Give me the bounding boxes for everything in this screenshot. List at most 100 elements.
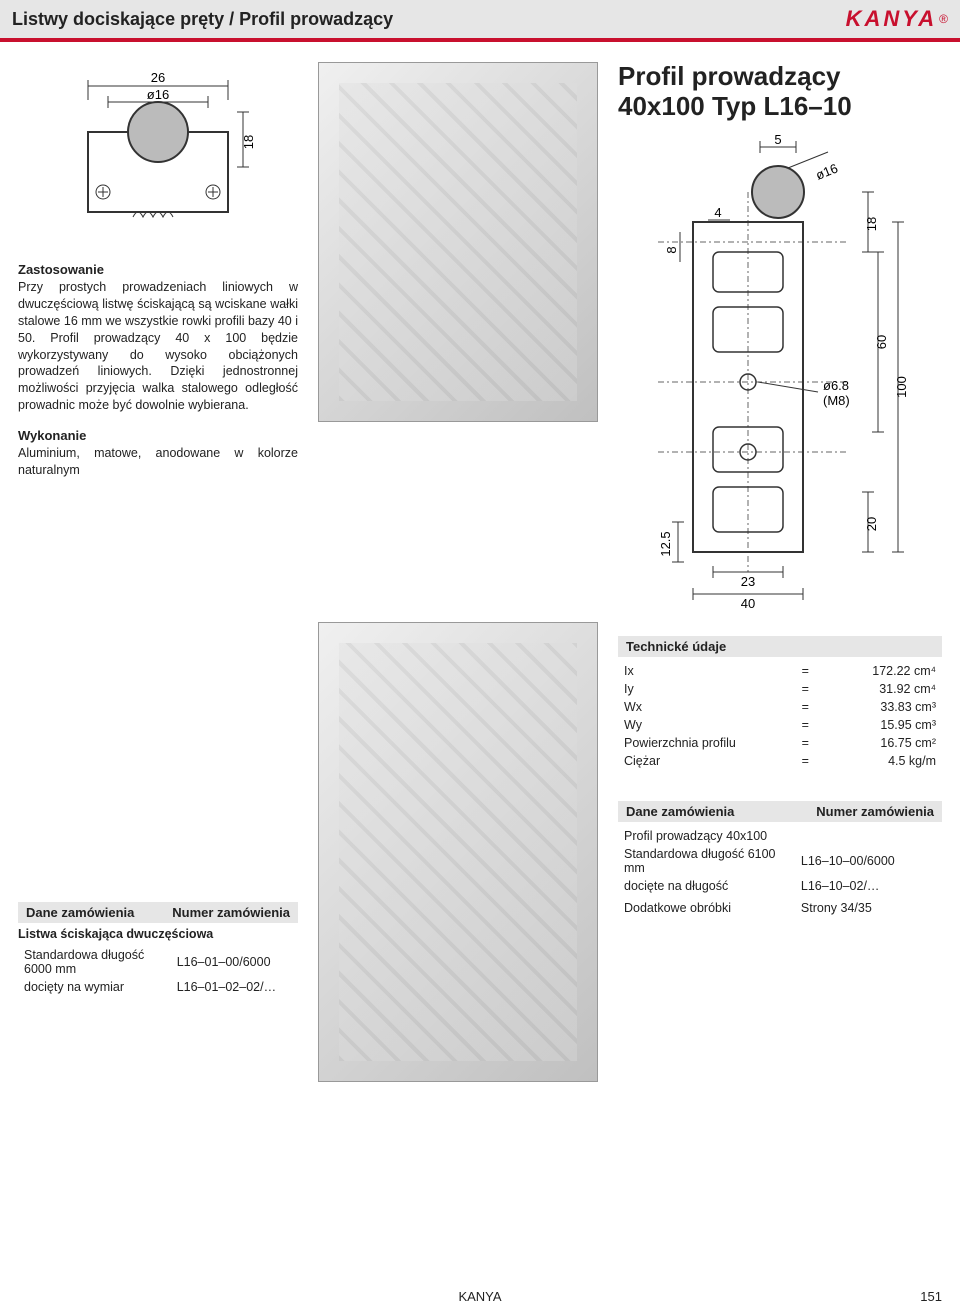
tech-section: Technické údaje Ix=172.22 cm⁴ Iy=31.92 c… — [618, 636, 942, 771]
footer: KANYA — [0, 1289, 960, 1304]
cell: 16.75 cm² — [817, 735, 940, 751]
dim-18-small: 18 — [241, 135, 256, 149]
tech-head-label: Technické údaje — [626, 639, 726, 654]
cell: 172.22 cm⁴ — [817, 663, 940, 679]
dim-phi16-large: ø16 — [814, 160, 840, 182]
cell: Ix — [620, 663, 794, 679]
dim-40: 40 — [741, 596, 755, 611]
wykonanie-text: Aluminium, matowe, anodowane w kolorze n… — [18, 445, 298, 479]
table-row: Iy=31.92 cm⁴ — [620, 681, 940, 697]
dim-4: 4 — [714, 205, 721, 220]
cell: Profil prowadzący 40x100 — [620, 828, 795, 844]
cell: = — [796, 735, 815, 751]
cell: Powierzchnia profilu — [620, 735, 794, 751]
product-title-line2: 40x100 Typ L16–10 — [618, 91, 852, 121]
dim-60: 60 — [874, 335, 889, 349]
cell — [797, 896, 940, 898]
wykonanie-heading: Wykonanie — [18, 428, 298, 443]
product-photo-top — [318, 62, 598, 422]
right-lower: Technické údaje Ix=172.22 cm⁴ Iy=31.92 c… — [618, 622, 942, 918]
table-row: Standardowa długość 6100 mmL16–10–00/600… — [620, 846, 940, 876]
table-row: Dodatkowe obróbkiStrony 34/35 — [620, 900, 940, 916]
page-title: Listwy dociskające pręty / Profil prowad… — [12, 9, 393, 30]
zastosowanie-text: Przy prostych prowadzeniach liniowych w … — [18, 279, 298, 414]
cell — [797, 828, 940, 844]
tech-head: Technické údaje — [618, 636, 942, 657]
dim-m8: (M8) — [823, 393, 850, 408]
order-left-sub: Listwa ściskająca dwuczęściowa — [18, 927, 298, 941]
bottom-row: Dane zamówienia Numer zamówienia Listwa … — [18, 622, 942, 1094]
cell: Wy — [620, 717, 794, 733]
cell: L16–01–02–02/… — [173, 979, 296, 995]
page-number: 151 — [920, 1289, 942, 1304]
cell: = — [796, 699, 815, 715]
dim-100: 100 — [894, 376, 909, 398]
order-right-head-r: Numer zamówienia — [816, 804, 934, 819]
dim-26: 26 — [151, 72, 165, 85]
table-row: Wx=33.83 cm³ — [620, 699, 940, 715]
cell: Standardowa długość 6000 mm — [20, 947, 171, 977]
table-row: Ciężar=4.5 kg/m — [620, 753, 940, 769]
cell: docięty na wymiar — [20, 979, 171, 995]
cell — [620, 896, 795, 898]
col-left: 26 ø16 — [18, 62, 298, 602]
cell: Ciężar — [620, 753, 794, 769]
dim-23: 23 — [741, 574, 755, 589]
description-block: Zastosowanie Przy prostych prowadzeniach… — [18, 262, 298, 479]
cell: Iy — [620, 681, 794, 697]
order-left-head: Dane zamówienia Numer zamówienia — [18, 902, 298, 923]
brand-name: KANYA — [846, 6, 938, 32]
brand-logo: KANYA ® — [846, 6, 948, 32]
cell: 4.5 kg/m — [817, 753, 940, 769]
table-row: docięty na wymiarL16–01–02–02/… — [20, 979, 296, 995]
cell: L16–10–00/6000 — [797, 846, 940, 876]
dim-phi68: ø6.8 — [823, 378, 849, 393]
content: 26 ø16 — [0, 42, 960, 1094]
table-row: Standardowa długość 6000 mmL16–01–00/600… — [20, 947, 296, 977]
mid-lower — [318, 622, 598, 1094]
cell: Strony 34/35 — [797, 900, 940, 916]
tech-table: Ix=172.22 cm⁴ Iy=31.92 cm⁴ Wx=33.83 cm³ … — [618, 661, 942, 771]
cell: docięte na długość — [620, 878, 795, 894]
cell: 15.95 cm³ — [817, 717, 940, 733]
left-lower: Dane zamówienia Numer zamówienia Listwa … — [18, 902, 298, 997]
zastosowanie-heading: Zastosowanie — [18, 262, 298, 277]
cell: Standardowa długość 6100 mm — [620, 846, 795, 876]
cell: 33.83 cm³ — [817, 699, 940, 715]
dim-5: 5 — [774, 132, 781, 147]
cell: Wx — [620, 699, 794, 715]
dim-8: 8 — [664, 246, 679, 253]
cell: 31.92 cm⁴ — [817, 681, 940, 697]
cell: L16–10–02/… — [797, 878, 940, 894]
footer-brand: KANYA — [458, 1289, 501, 1304]
dim-18: 18 — [864, 217, 879, 231]
cell: L16–01–00/6000 — [173, 947, 296, 977]
table-row: Powierzchnia profilu=16.75 cm² — [620, 735, 940, 751]
cell: Dodatkowe obróbki — [620, 900, 795, 916]
order-left-head-l: Dane zamówienia — [26, 905, 134, 920]
cell: = — [796, 753, 815, 769]
col-right: Profil prowadzący 40x100 Typ L16–10 — [618, 62, 942, 602]
dim-20: 20 — [864, 517, 879, 531]
cell: = — [796, 681, 815, 697]
order-right-head: Dane zamówienia Numer zamówienia — [618, 801, 942, 822]
small-technical-drawing: 26 ø16 — [48, 72, 268, 232]
cell: = — [796, 717, 815, 733]
order-right-head-l: Dane zamówienia — [626, 804, 734, 819]
cell: = — [796, 663, 815, 679]
col-mid — [318, 62, 598, 602]
top-row: 26 ø16 — [18, 62, 942, 602]
header-bar: Listwy dociskające pręty / Profil prowad… — [0, 0, 960, 42]
order-right-table: Profil prowadzący 40x100 Standardowa dłu… — [618, 826, 942, 918]
table-row: docięte na długośćL16–10–02/… — [620, 878, 940, 894]
order-left-table: Standardowa długość 6000 mmL16–01–00/600… — [18, 945, 298, 997]
order-left-head-r: Numer zamówienia — [172, 905, 290, 920]
product-title-line1: Profil prowadzący — [618, 61, 841, 91]
dim-phi16-small: ø16 — [147, 87, 169, 102]
table-row: Profil prowadzący 40x100 — [620, 828, 940, 844]
table-row: Ix=172.22 cm⁴ — [620, 663, 940, 679]
registered-icon: ® — [939, 12, 948, 26]
large-technical-drawing: ø16 5 4 8 — [618, 132, 918, 602]
product-photo-bottom — [318, 622, 598, 1082]
table-row: Wy=15.95 cm³ — [620, 717, 940, 733]
